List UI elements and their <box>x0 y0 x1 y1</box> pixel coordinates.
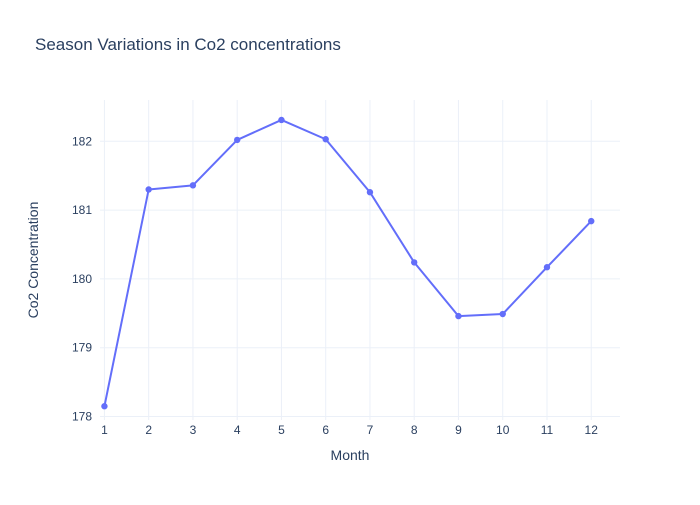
data-point[interactable] <box>322 136 329 143</box>
y-tick-label: 181 <box>72 203 92 217</box>
data-point[interactable] <box>366 189 374 196</box>
x-tick-label: 6 <box>322 423 329 437</box>
x-tick-label: 5 <box>278 423 285 437</box>
y-tick-label: 178 <box>72 410 92 424</box>
x-tick-label: 7 <box>367 423 374 437</box>
x-axis-label: Month <box>331 447 370 463</box>
data-point[interactable] <box>101 403 108 410</box>
y-axis-label: Co2 Concentration <box>25 202 41 319</box>
series-line <box>103 118 593 408</box>
grid-lines <box>100 100 620 420</box>
chart-title: Season Variations in Co2 concentrations <box>35 35 341 54</box>
y-tick-label: 180 <box>72 272 92 286</box>
data-point[interactable] <box>278 116 285 124</box>
data-point[interactable] <box>543 264 551 271</box>
data-point[interactable] <box>189 182 197 189</box>
x-tick-label: 11 <box>541 423 554 437</box>
y-tick-label: 179 <box>72 341 92 355</box>
x-tick-label: 3 <box>190 423 197 437</box>
y-axis-ticks: 178 179 180 181 182 <box>72 134 92 423</box>
x-tick-label: 8 <box>411 423 418 437</box>
x-tick-label: 10 <box>496 423 510 437</box>
data-point[interactable] <box>499 310 506 318</box>
y-tick-label: 182 <box>72 134 92 148</box>
x-tick-label: 2 <box>145 423 152 437</box>
x-tick-label: 4 <box>234 423 241 437</box>
x-tick-label: 12 <box>585 423 599 437</box>
data-point[interactable] <box>233 136 241 144</box>
data-point[interactable] <box>455 312 462 320</box>
x-tick-label: 1 <box>101 423 108 437</box>
data-point[interactable] <box>145 186 152 193</box>
data-point[interactable] <box>588 217 595 225</box>
x-axis-ticks: 1 2 3 4 5 6 7 8 9 10 11 12 <box>101 423 598 437</box>
data-point[interactable] <box>411 259 418 266</box>
series-layer <box>101 116 595 410</box>
x-tick-label: 9 <box>455 423 462 437</box>
